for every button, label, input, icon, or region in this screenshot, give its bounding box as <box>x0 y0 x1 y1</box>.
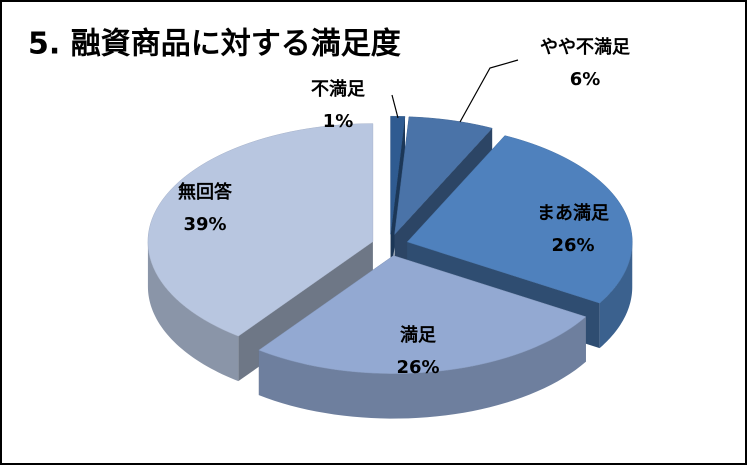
slice-wall <box>599 241 633 349</box>
chart-title: 5. 融資商品に対する満足度 <box>28 27 401 62</box>
slice-top <box>147 123 374 337</box>
slice-top <box>406 135 633 304</box>
slice-value-label: 6% <box>570 69 601 90</box>
pie-slice <box>258 255 587 419</box>
pie <box>147 115 633 419</box>
slice-wall <box>258 316 586 419</box>
slice-label: 無回答 <box>178 181 233 203</box>
slice-value-label: 39% <box>183 214 226 235</box>
slice-top <box>258 255 587 374</box>
slice-value-label: 26% <box>551 235 594 256</box>
slice-label: やや不満足 <box>540 36 630 58</box>
slice-label: まあ満足 <box>537 202 609 224</box>
slice-value-label: 1% <box>323 111 354 132</box>
slice-side <box>390 116 405 280</box>
slice-value-label: 26% <box>396 357 439 378</box>
leader-line <box>459 59 519 123</box>
slice-label: 満足 <box>400 324 436 346</box>
leader-line <box>391 94 399 119</box>
slice-label: 不満足 <box>311 78 365 100</box>
slice-top <box>394 116 493 236</box>
slice-wall <box>147 241 239 382</box>
